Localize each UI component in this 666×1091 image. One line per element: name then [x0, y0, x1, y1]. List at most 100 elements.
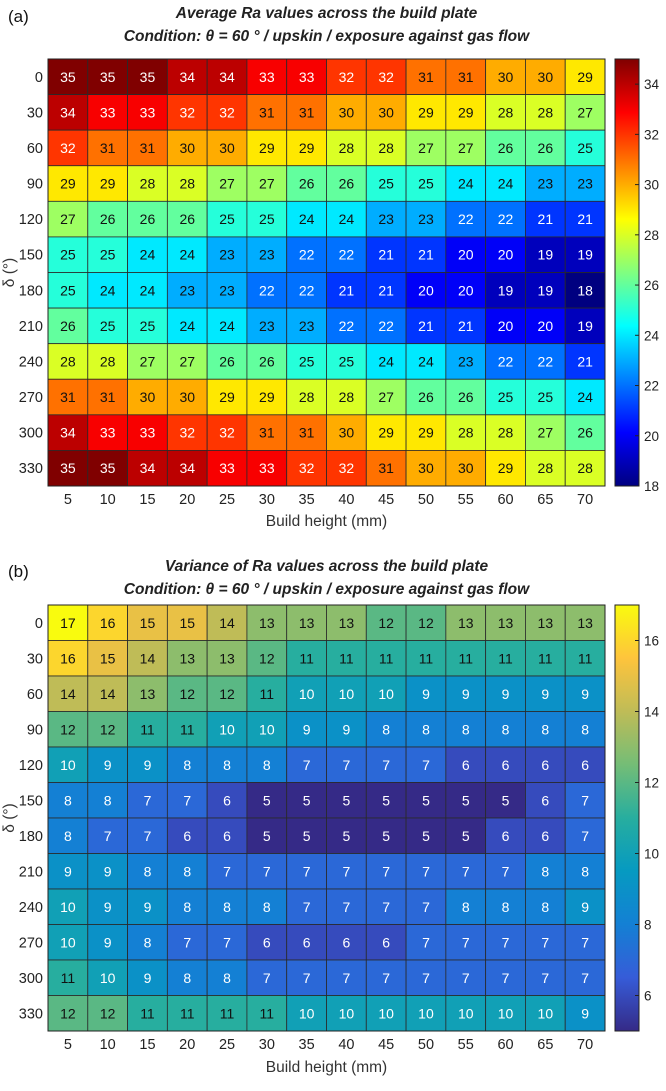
y-tick-label: 180	[19, 829, 43, 845]
heatmap-cell	[485, 129, 526, 167]
heatmap-cell	[246, 58, 288, 95]
heatmap-cell	[87, 782, 128, 819]
cell-value-label: 35	[100, 460, 116, 476]
cell-value-label: 7	[263, 970, 271, 986]
x-axis-label: Build height (mm)	[266, 513, 387, 530]
cell-value-label: 8	[223, 970, 231, 986]
cell-value-label: 29	[458, 104, 474, 120]
cell-value-label: 10	[259, 721, 275, 737]
cell-value-label: 12	[60, 721, 76, 737]
cell-value-label: 32	[219, 425, 235, 441]
cell-value-label: 34	[140, 460, 156, 476]
cell-value-label: 24	[378, 353, 394, 369]
cell-value-label: 5	[422, 828, 430, 844]
cell-value-label: 32	[339, 69, 355, 85]
x-tick-label: 5	[64, 492, 72, 508]
cell-value-label: 14	[60, 686, 76, 702]
heatmap-cell	[365, 675, 407, 712]
cell-value-label: 7	[342, 899, 350, 915]
heatmap-cell	[206, 94, 248, 131]
cell-value-label: 28	[538, 104, 554, 120]
cell-value-label: 33	[219, 460, 235, 476]
x-axis-label: Build height (mm)	[266, 1059, 387, 1076]
cell-value-label: 6	[183, 828, 191, 844]
heatmap-cell	[127, 746, 168, 783]
x-tick-label: 30	[259, 1037, 275, 1053]
cell-value-label: 21	[458, 318, 474, 334]
cell-value-label: 13	[179, 650, 195, 666]
chart-subtitle: Condition: θ = 60 ° / upskin / exposure …	[124, 28, 530, 45]
cell-value-label: 11	[498, 650, 513, 666]
heatmap-cell	[166, 995, 208, 1032]
heatmap-cell	[166, 924, 208, 961]
cell-value-label: 21	[339, 282, 355, 298]
cell-value-label: 5	[263, 828, 271, 844]
cell-value-label: 25	[299, 353, 315, 369]
cell-value-label: 14	[219, 615, 235, 631]
plot-frame	[47, 58, 606, 487]
heatmap-cell	[365, 414, 407, 451]
cell-value-label: 35	[100, 69, 116, 85]
heatmap-cell	[525, 165, 566, 202]
heatmap-cell	[47, 343, 89, 380]
heatmap-cell	[365, 782, 407, 819]
cell-value-label: 30	[378, 104, 394, 120]
heatmap-cell	[485, 165, 526, 202]
heatmap-cell	[564, 604, 606, 641]
heatmap-cell	[206, 817, 248, 854]
cell-value-label: 10	[60, 757, 76, 773]
cell-value-label: 8	[382, 721, 390, 737]
cell-value-label: 31	[259, 104, 275, 120]
cell-value-label: 27	[418, 140, 434, 156]
cell-value-label: 6	[502, 757, 510, 773]
heatmap-cell	[405, 817, 447, 854]
colorbar-gradient	[614, 58, 640, 487]
heatmap-cell	[326, 165, 367, 202]
heatmap-cell	[485, 200, 526, 238]
heatmap-cell	[564, 711, 606, 748]
cell-value-label: 10	[418, 1005, 434, 1021]
heatmap-cell	[286, 995, 327, 1032]
heatmap-cell	[206, 165, 248, 202]
cell-value-label: 7	[502, 934, 510, 950]
cell-value-label: 23	[538, 176, 554, 192]
heatmap-cell	[246, 888, 288, 925]
x-tick-label: 15	[139, 492, 155, 508]
cell-value-label: 7	[223, 863, 231, 879]
cell-value-label: 22	[259, 282, 275, 298]
cell-value-label: 29	[299, 140, 315, 156]
heatmap-cell	[326, 414, 367, 451]
chart-title: Variance of Ra values across the build p…	[165, 558, 489, 575]
cell-value-label: 25	[577, 140, 593, 156]
heatmap-cell	[525, 675, 566, 712]
cell-value-label: 7	[223, 934, 231, 950]
heatmap-cell	[326, 995, 367, 1032]
cell-value-label: 27	[140, 353, 156, 369]
heatmap-cell	[127, 200, 168, 238]
cell-value-label: 30	[458, 460, 474, 476]
colorbar-tick-label: 26	[644, 278, 659, 293]
heatmap-cell	[445, 995, 487, 1032]
heatmap-cell	[485, 58, 526, 95]
cell-value-label: 10	[339, 686, 355, 702]
heatmap-cell	[127, 711, 168, 748]
cell-value-label: 8	[183, 863, 191, 879]
heatmap-cell	[326, 604, 367, 641]
heatmap-cell	[445, 236, 487, 273]
cell-value-label: 7	[502, 970, 510, 986]
cell-value-label: 23	[418, 211, 434, 227]
heatmap-cell	[564, 94, 606, 131]
panel-label: (b)	[8, 562, 29, 581]
cell-value-label: 12	[179, 686, 195, 702]
heatmap-cell	[47, 272, 89, 309]
heatmap-cell	[87, 58, 128, 95]
cell-value-label: 25	[498, 389, 514, 405]
heatmap-cell	[286, 959, 327, 996]
heatmap-cell	[206, 746, 248, 783]
heatmap-cell	[564, 450, 606, 487]
cell-value-label: 9	[581, 686, 589, 702]
cell-value-label: 33	[299, 69, 315, 85]
cell-value-label: 30	[498, 69, 514, 85]
cell-value-label: 26	[140, 211, 156, 227]
cell-value-label: 31	[259, 425, 275, 441]
